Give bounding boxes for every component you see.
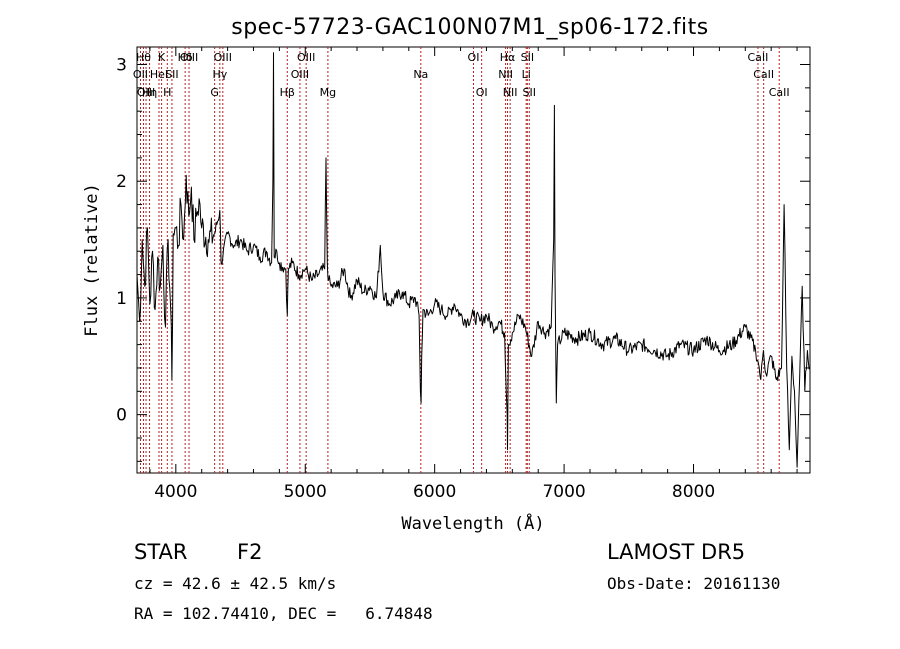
line-label-9: OIII	[180, 51, 198, 64]
line-label-23: Li	[522, 68, 531, 81]
survey-name: LAMOST DR5	[607, 540, 746, 564]
line-label-17: Na	[413, 68, 428, 81]
y-tick-label-2: 2	[116, 172, 127, 192]
line-label-2: OIII	[137, 86, 155, 99]
line-label-19: OI	[476, 86, 488, 99]
y-axis-label: Flux (relative)	[82, 183, 102, 337]
line-label-15: OIII	[297, 51, 315, 64]
spectrum-series	[136, 52, 811, 468]
velocity-readout: cz = 42.6 ± 42.5 km/s	[134, 574, 337, 593]
x-tick-label-3: 7000	[542, 482, 585, 502]
x-tick-label-4: 8000	[672, 482, 715, 502]
line-label-4: HeI	[150, 68, 168, 81]
line-label-13: Hβ	[280, 86, 295, 99]
line-label-16: Mg	[320, 86, 336, 99]
line-label-11: Hγ	[212, 68, 227, 81]
y-tick-label-0: 0	[116, 406, 127, 426]
object-subclass: F2	[237, 540, 263, 564]
line-label-18: OI	[468, 51, 480, 64]
obs-date: Obs-Date: 20161130	[607, 574, 781, 593]
spectral-line-markers	[139, 47, 780, 473]
line-label-0: OII	[133, 68, 148, 81]
x-tick-label-0: 4000	[154, 482, 197, 502]
line-label-28: CaII	[769, 86, 790, 99]
y-axis-ticks: 0 1 2 3	[116, 56, 810, 462]
y-tick-label-1: 1	[116, 289, 127, 309]
line-label-27: CaII	[753, 68, 774, 81]
coordinates: RA = 102.74410, DEC = 6.74848	[134, 604, 433, 623]
line-label-1: Hθ	[136, 51, 151, 64]
line-label-26: CaII	[748, 51, 769, 64]
line-label-21: Hα	[500, 51, 516, 64]
chart-title: spec-57723-GAC100N07M1_sp06-172.fits	[231, 15, 709, 40]
line-label-25: SII	[523, 86, 536, 99]
line-label-22: NII	[503, 86, 518, 99]
x-tick-label-2: 6000	[413, 482, 456, 502]
line-label-20: NII	[498, 68, 513, 81]
x-tick-label-1: 5000	[284, 482, 327, 502]
x-axis-ticks: 4000 5000 6000 7000 8000	[149, 47, 798, 502]
spectrum-line-0	[136, 52, 811, 468]
spectral-line-labels: OIIHθOIIIHηHeIKHSIIHδOIIIGHγOIIIHβOIIIOI…	[133, 51, 790, 99]
line-label-24: SII	[521, 51, 534, 64]
object-class: STAR	[134, 540, 188, 564]
line-label-7: SII	[165, 68, 178, 81]
line-label-12: OIII	[214, 51, 232, 64]
line-label-10: G	[210, 86, 219, 99]
line-label-6: H	[163, 86, 171, 99]
x-axis-label: Wavelength (Å)	[401, 512, 544, 534]
line-label-14: OIII	[291, 68, 309, 81]
line-label-8: Hδ	[178, 51, 193, 64]
y-tick-label-3: 3	[116, 56, 127, 76]
line-label-5: K	[158, 51, 166, 64]
line-label-3: Hη	[142, 86, 157, 99]
